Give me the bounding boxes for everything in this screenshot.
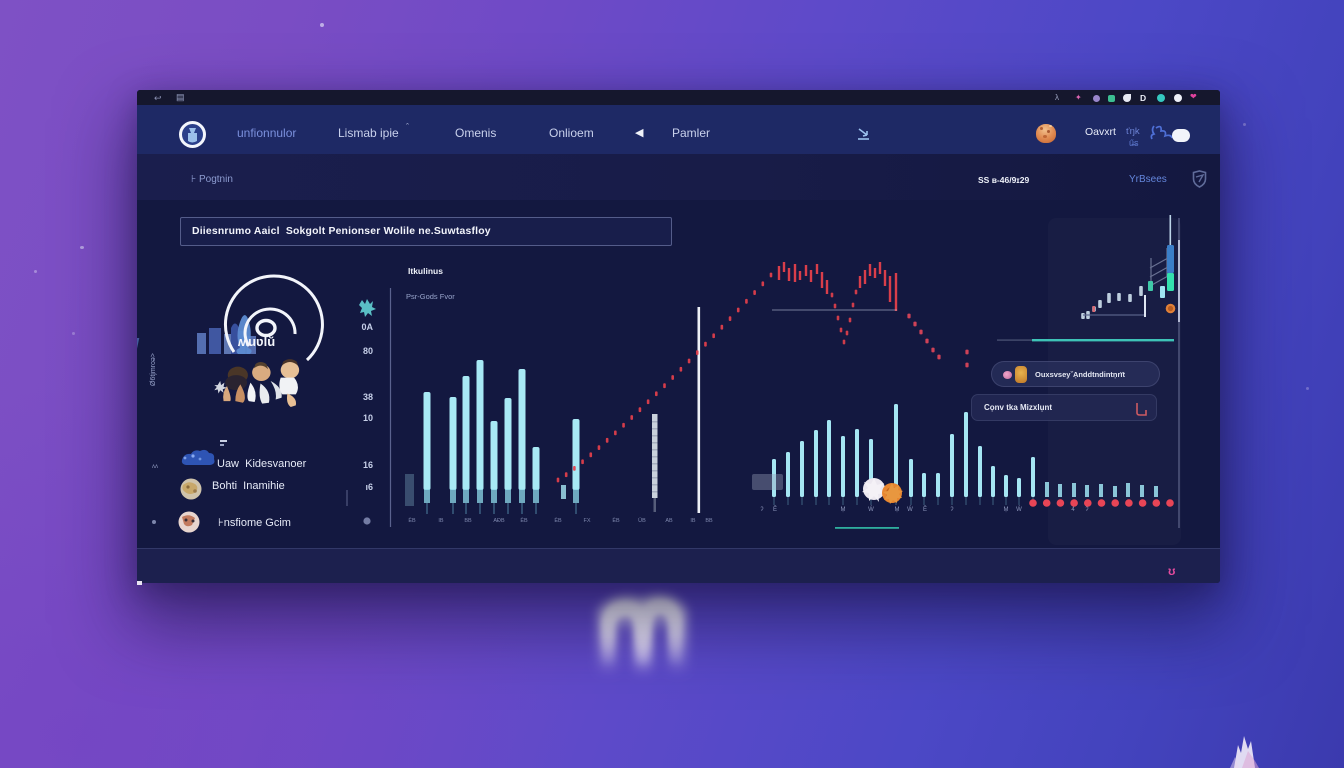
svg-text:AB: AB — [665, 518, 673, 524]
svg-text:4: 4 — [1071, 507, 1075, 513]
svg-text:ĒB: ĒB — [554, 517, 562, 524]
svg-text:AĐB: AĐB — [493, 518, 505, 524]
svg-text:Ṃ: Ṃ — [1004, 507, 1009, 513]
svg-text:ŰB: ŰB — [638, 517, 646, 524]
svg-text:Ẃ: Ẃ — [907, 506, 913, 513]
svg-text:BB: BB — [705, 518, 713, 524]
svg-text:ĒB: ĒB — [612, 517, 620, 524]
svg-text:FX: FX — [583, 518, 590, 524]
svg-text:38: 38 — [363, 392, 373, 402]
svg-text:IB: IB — [690, 518, 696, 524]
svg-text:ʍuʋĺŭ: ʍuʋĺŭ — [237, 334, 275, 349]
svg-text:ʌʌ: ʌʌ — [152, 464, 158, 470]
svg-text:80: 80 — [363, 346, 373, 356]
svg-text:ʔ: ʔ — [761, 507, 764, 513]
svg-text:ı6: ı6 — [365, 482, 373, 492]
svg-text:Ṃ: Ṃ — [895, 507, 900, 513]
svg-text:16: 16 — [363, 460, 373, 470]
svg-text:Ṃ: Ṃ — [841, 507, 846, 513]
svg-text:0A: 0A — [361, 322, 373, 332]
svg-text:Ẃ: Ẃ — [868, 506, 874, 513]
svg-text:IB: IB — [438, 518, 444, 524]
svg-text:Ē: Ē — [923, 506, 927, 513]
svg-text:ʔ: ʔ — [1086, 507, 1089, 513]
svg-text:ĒB: ĒB — [408, 517, 416, 524]
svg-text:ĒB: ĒB — [520, 517, 528, 524]
svg-text:Ẽ: Ẽ — [773, 506, 777, 513]
svg-text:BB: BB — [464, 518, 472, 524]
svg-text:ʔ: ʔ — [951, 507, 954, 513]
svg-text:Ẃ: Ẃ — [1016, 506, 1022, 513]
svg-text:10: 10 — [363, 413, 373, 423]
